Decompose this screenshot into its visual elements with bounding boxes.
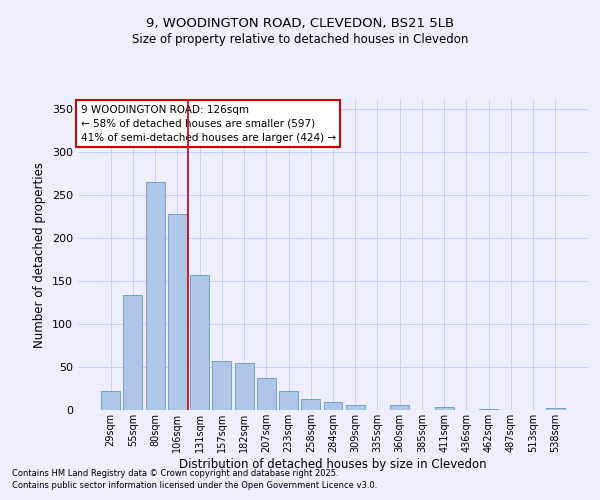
Bar <box>390 405 409 410</box>
Bar <box>168 214 187 410</box>
Bar <box>323 402 343 410</box>
Text: Contains HM Land Registry data © Crown copyright and database right 2025.: Contains HM Land Registry data © Crown c… <box>12 468 338 477</box>
Text: Size of property relative to detached houses in Clevedon: Size of property relative to detached ho… <box>132 32 468 46</box>
Text: Contains public sector information licensed under the Open Government Licence v3: Contains public sector information licen… <box>12 481 377 490</box>
Bar <box>212 361 231 410</box>
Bar <box>101 391 120 410</box>
Bar <box>190 275 209 410</box>
Bar <box>301 399 320 410</box>
Bar <box>235 362 254 410</box>
Bar <box>346 405 365 410</box>
Bar <box>479 409 498 410</box>
Text: 9, WOODINGTON ROAD, CLEVEDON, BS21 5LB: 9, WOODINGTON ROAD, CLEVEDON, BS21 5LB <box>146 18 454 30</box>
Bar <box>124 296 142 410</box>
Bar <box>257 378 276 410</box>
Y-axis label: Number of detached properties: Number of detached properties <box>34 162 46 348</box>
Bar <box>435 406 454 410</box>
Bar <box>546 408 565 410</box>
Bar <box>279 391 298 410</box>
Bar <box>146 182 164 410</box>
Text: 9 WOODINGTON ROAD: 126sqm
← 58% of detached houses are smaller (597)
41% of semi: 9 WOODINGTON ROAD: 126sqm ← 58% of detac… <box>80 104 335 142</box>
X-axis label: Distribution of detached houses by size in Clevedon: Distribution of detached houses by size … <box>179 458 487 470</box>
